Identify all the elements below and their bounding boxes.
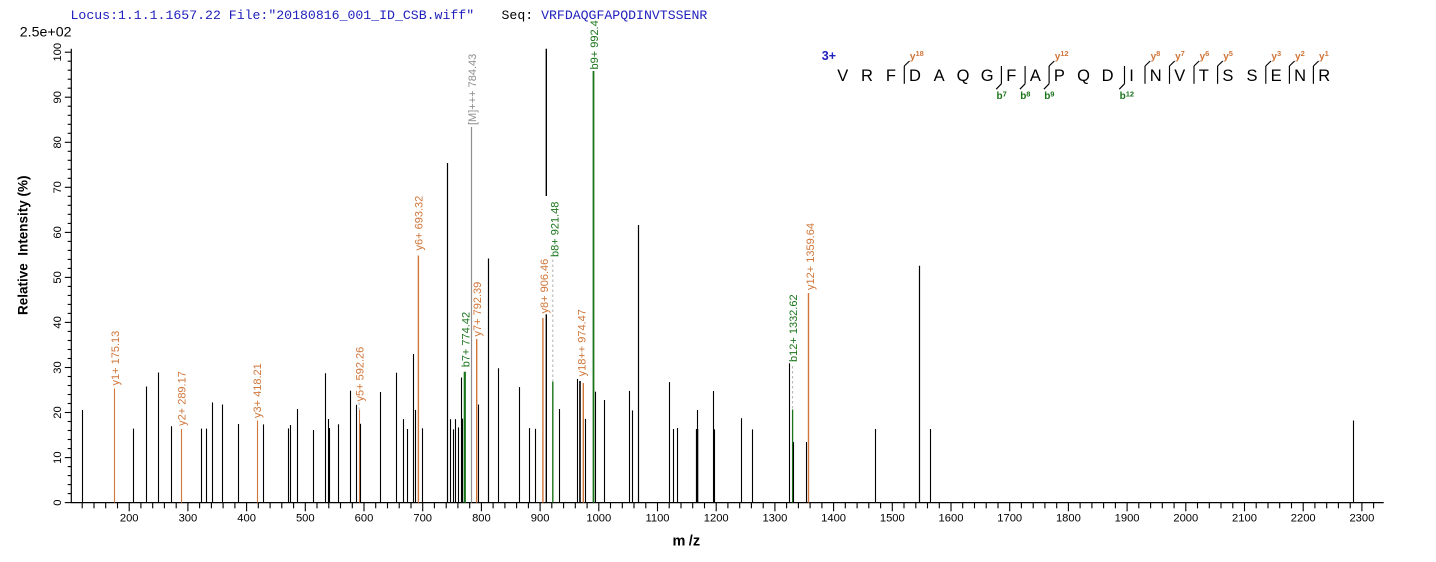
svg-text:20: 20: [52, 406, 64, 418]
svg-text:F: F: [1006, 67, 1016, 85]
svg-text:y2: y2: [1295, 49, 1305, 62]
svg-text:Relative Intensity (%): Relative Intensity (%): [16, 175, 31, 315]
svg-text:b12+ 1332.62: b12+ 1332.62: [788, 294, 800, 362]
svg-text:y1+ 175.13: y1+ 175.13: [110, 331, 122, 386]
svg-text:50: 50: [52, 271, 64, 283]
svg-text:y3: y3: [1271, 49, 1281, 62]
svg-text:V: V: [837, 67, 848, 85]
svg-text:y5+ 592.26: y5+ 592.26: [355, 347, 367, 402]
svg-text:300: 300: [179, 513, 198, 525]
svg-text:3+: 3+: [822, 49, 836, 63]
svg-text:y6+ 693.32: y6+ 693.32: [414, 196, 426, 251]
svg-text:V: V: [1174, 67, 1185, 85]
svg-text:800: 800: [472, 513, 491, 525]
svg-text:80: 80: [52, 136, 64, 148]
svg-text:90: 90: [52, 91, 64, 103]
svg-text:1500: 1500: [880, 513, 905, 525]
svg-text:2.5e+02: 2.5e+02: [20, 24, 72, 40]
svg-text:2000: 2000: [1173, 513, 1198, 525]
svg-text:y8: y8: [1151, 49, 1161, 62]
svg-text:b9+ 992.4: b9+ 992.4: [589, 20, 601, 69]
svg-text:R: R: [861, 67, 873, 85]
svg-text:b8+ 921.48: b8+ 921.48: [550, 202, 562, 257]
svg-text:100: 100: [52, 43, 64, 62]
svg-text:Seq: VRFDAQGFAPQDINVTSSENR: Seq: VRFDAQGFAPQDINVTSSENR: [502, 8, 708, 23]
svg-text:T: T: [1199, 67, 1209, 85]
svg-text:1700: 1700: [997, 513, 1022, 525]
svg-text:S: S: [1246, 67, 1257, 85]
svg-text:m /z: m /z: [673, 534, 701, 550]
svg-text:Q: Q: [957, 67, 970, 85]
svg-text:200: 200: [120, 513, 139, 525]
svg-text:10: 10: [52, 451, 64, 463]
svg-text:A: A: [934, 67, 945, 85]
svg-text:A: A: [1030, 67, 1041, 85]
svg-text:y3+ 418.21: y3+ 418.21: [252, 363, 264, 418]
svg-text:70: 70: [52, 181, 64, 193]
svg-text:S: S: [1222, 67, 1233, 85]
svg-text:30: 30: [52, 361, 64, 373]
svg-text:2300: 2300: [1349, 513, 1374, 525]
svg-text:b7+ 774.42: b7+ 774.42: [461, 312, 473, 367]
svg-text:F: F: [886, 67, 896, 85]
svg-text:Locus:1.1.1.1657.22 File:"2018: Locus:1.1.1.1657.22 File:"20180816_001_I…: [71, 8, 475, 23]
svg-text:40: 40: [52, 316, 64, 328]
svg-text:1300: 1300: [762, 513, 787, 525]
svg-text:R: R: [1318, 67, 1330, 85]
svg-text:2200: 2200: [1291, 513, 1316, 525]
svg-text:1100: 1100: [645, 513, 669, 525]
svg-text:E: E: [1271, 67, 1282, 85]
svg-text:P: P: [1054, 67, 1065, 85]
svg-text:60: 60: [52, 226, 64, 238]
svg-text:I: I: [1129, 67, 1134, 85]
svg-text:1800: 1800: [1056, 513, 1081, 525]
svg-text:0: 0: [52, 499, 64, 505]
svg-text:1600: 1600: [939, 513, 964, 525]
svg-text:b9: b9: [1044, 89, 1054, 102]
svg-text:1900: 1900: [1115, 513, 1140, 525]
svg-text:[M]+++ 784.43: [M]+++ 784.43: [467, 54, 479, 125]
svg-text:y2+ 289.17: y2+ 289.17: [177, 371, 189, 426]
svg-text:2100: 2100: [1232, 513, 1257, 525]
svg-text:N: N: [1150, 67, 1162, 85]
svg-text:D: D: [1102, 67, 1114, 85]
svg-text:900: 900: [531, 513, 550, 525]
svg-text:y5: y5: [1223, 49, 1233, 62]
svg-text:1200: 1200: [704, 513, 729, 525]
svg-text:N: N: [1294, 67, 1306, 85]
svg-text:1400: 1400: [821, 513, 846, 525]
svg-text:y1: y1: [1319, 49, 1329, 62]
svg-text:G: G: [981, 67, 994, 85]
svg-text:b7: b7: [997, 89, 1007, 102]
svg-text:1000: 1000: [586, 513, 611, 525]
svg-text:500: 500: [296, 513, 315, 525]
svg-text:y6: y6: [1200, 49, 1210, 62]
svg-text:600: 600: [355, 513, 374, 525]
svg-text:y12+ 1359.64: y12+ 1359.64: [805, 223, 817, 290]
svg-text:700: 700: [413, 513, 432, 525]
svg-text:Q: Q: [1077, 67, 1090, 85]
svg-text:y7+ 792.39: y7+ 792.39: [472, 282, 484, 337]
svg-text:D: D: [909, 67, 921, 85]
svg-text:y8+ 906.46: y8+ 906.46: [539, 259, 551, 314]
svg-text:400: 400: [237, 513, 256, 525]
svg-text:y18++ 974.47: y18++ 974.47: [577, 309, 589, 376]
svg-text:y7: y7: [1175, 49, 1185, 62]
svg-text:b8: b8: [1020, 89, 1030, 102]
